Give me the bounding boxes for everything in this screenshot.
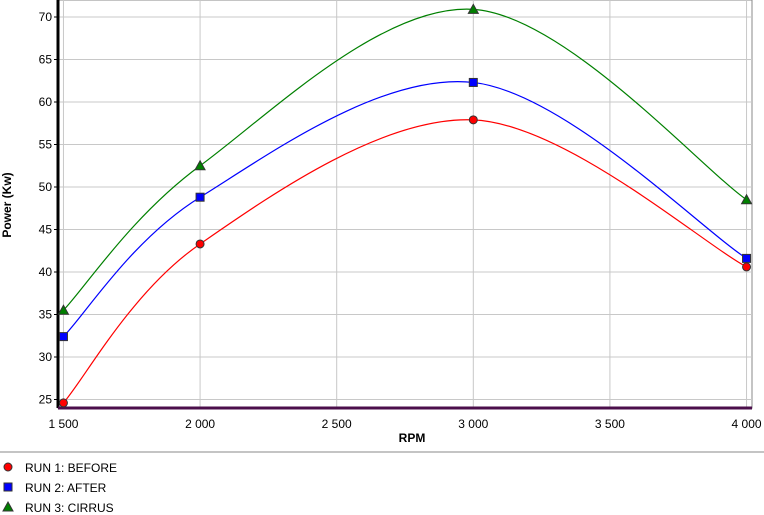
data-point <box>468 115 478 125</box>
data-point <box>742 253 752 263</box>
data-point <box>468 77 478 87</box>
y-tick-label: 30 <box>39 350 53 364</box>
legend-label: RUN 3: CIRRUS <box>25 501 114 515</box>
y-tick-label: 60 <box>39 95 53 109</box>
data-point <box>467 3 480 14</box>
x-tick-label: 4 000 <box>732 417 762 431</box>
y-tick-label: 40 <box>39 265 53 279</box>
y-tick-label: 45 <box>39 223 53 237</box>
y-tick-label: 50 <box>39 180 53 194</box>
data-point <box>195 239 205 249</box>
y-axis-label: Power (Kw) <box>0 172 14 237</box>
legend-label: RUN 1: BEFORE <box>25 461 117 475</box>
legend-marker <box>2 500 14 512</box>
data-point <box>58 332 68 342</box>
y-tick-label: 55 <box>39 138 53 152</box>
y-tick-label: 25 <box>39 393 53 407</box>
x-tick-label: 1 500 <box>48 417 78 431</box>
x-tick-label: 2 000 <box>185 417 215 431</box>
plot-area <box>57 0 753 409</box>
legend-label: RUN 2: AFTER <box>25 481 107 495</box>
data-point <box>57 304 70 315</box>
x-tick-label: 2 500 <box>322 417 352 431</box>
data-point <box>740 193 753 205</box>
series-line <box>63 80 747 338</box>
series-line <box>63 8 747 311</box>
data-point <box>58 398 68 408</box>
x-tick-label: 3 500 <box>595 417 625 431</box>
data-point <box>194 159 206 171</box>
y-tick-label: 35 <box>39 308 53 322</box>
y-tick-label: 65 <box>39 53 53 67</box>
legend-marker <box>3 482 13 492</box>
legend-marker <box>3 462 13 472</box>
x-tick-label: 3 000 <box>458 417 488 431</box>
x-axis-label: RPM <box>399 431 426 445</box>
y-tick-label: 70 <box>39 10 53 24</box>
series-line <box>63 119 747 404</box>
data-point <box>195 192 205 202</box>
data-point <box>742 262 752 272</box>
